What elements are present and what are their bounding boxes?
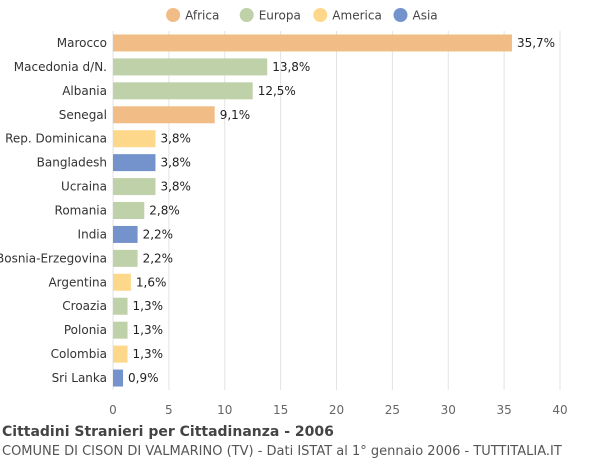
value-label: 9,1%: [220, 108, 251, 122]
bar: [113, 178, 156, 196]
value-label: 1,3%: [133, 299, 164, 313]
value-label: 1,3%: [133, 347, 164, 361]
category-label: Bangladesh: [37, 156, 107, 170]
legend-label: Europa: [259, 9, 301, 23]
legend-marker: [166, 8, 181, 22]
category-label: Romania: [55, 204, 107, 218]
value-label: 12,5%: [258, 84, 296, 98]
chart-title: Cittadini Stranieri per Cittadinanza - 2…: [2, 424, 334, 440]
chart-source: COMUNE DI CISON DI VALMARINO (TV) - Dati…: [2, 444, 562, 459]
category-label: India: [78, 227, 107, 241]
x-tick-label: 5: [165, 403, 173, 417]
x-tick-label: 10: [217, 403, 232, 417]
x-tick-label: 0: [109, 403, 117, 417]
value-label: 3,8%: [160, 156, 191, 170]
bar: [113, 106, 215, 124]
value-label: 1,3%: [133, 323, 164, 337]
value-label: 3,8%: [160, 180, 191, 194]
bar: [113, 154, 156, 172]
bar: [113, 273, 131, 291]
value-label: 2,8%: [149, 204, 180, 218]
bar: [113, 202, 145, 219]
value-label: 2,2%: [143, 251, 174, 265]
value-label: 2,2%: [143, 227, 174, 241]
legend-label: Asia: [413, 9, 438, 23]
x-tick-label: 35: [496, 403, 511, 417]
bar: [113, 82, 253, 100]
category-label: Argentina: [48, 275, 107, 289]
category-label: Sri Lanka: [52, 371, 107, 385]
bar: [113, 369, 124, 387]
x-tick-label: 20: [329, 403, 344, 417]
category-label: Croazia: [62, 299, 107, 313]
bar: [113, 225, 138, 243]
legend-label: America: [332, 9, 382, 23]
category-label: Marocco: [57, 36, 107, 50]
legend-marker: [239, 8, 254, 22]
category-label: Ucraina: [61, 180, 107, 194]
bar: [113, 321, 128, 339]
bar: [113, 345, 128, 363]
category-label: Polonia: [64, 323, 107, 337]
value-label: 35,7%: [517, 36, 555, 50]
bar-chart: 0 5 10 15 20 25 30 35 40 Marocco 35,7% Macedonia d/…: [0, 8, 568, 417]
category-label: Bosnia-Erzegovina: [0, 251, 107, 265]
x-tick-label: 25: [385, 403, 400, 417]
bar: [113, 58, 268, 76]
x-tick-label: 30: [441, 403, 456, 417]
category-label: Senegal: [59, 108, 107, 122]
value-label: 3,8%: [160, 132, 191, 146]
x-tick-label: 40: [552, 403, 567, 417]
bar: [113, 130, 156, 148]
legend-marker: [393, 8, 408, 22]
x-tick-label: 15: [273, 403, 288, 417]
value-label: 0,9%: [128, 371, 159, 385]
legend-marker: [313, 8, 328, 22]
bar: [113, 297, 128, 315]
category-label: Macedonia d/N.: [14, 60, 107, 74]
category-label: Rep. Dominicana: [5, 132, 107, 146]
bar: [113, 249, 138, 267]
legend-label: Africa: [185, 9, 219, 23]
bar: [113, 34, 512, 52]
value-label: 13,8%: [272, 60, 310, 74]
value-label: 1,6%: [136, 275, 167, 289]
category-label: Colombia: [51, 347, 107, 361]
category-label: Albania: [62, 84, 107, 98]
